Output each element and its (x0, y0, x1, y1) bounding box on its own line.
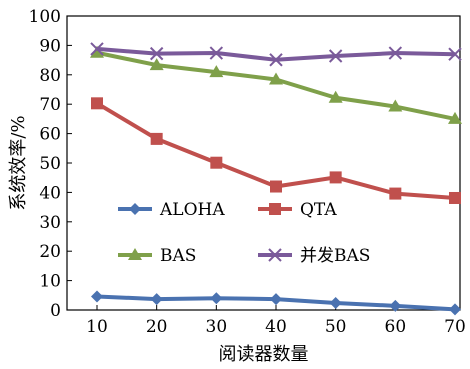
data-point (90, 45, 104, 58)
data-point (209, 65, 224, 78)
data-point (149, 46, 164, 61)
y-tick-label: 0 (50, 301, 61, 321)
legend-label: QTA (300, 200, 337, 220)
x-tick-label: 20 (146, 317, 168, 337)
data-point (210, 156, 223, 169)
y-tick-label: 40 (39, 183, 61, 203)
legend-label: 并发BAS (300, 246, 370, 266)
series-layer (90, 42, 462, 316)
legend-label: ALOHA (159, 200, 225, 220)
legend-marker (268, 248, 282, 262)
y-axis-label: 系统效率/% (8, 115, 29, 210)
y-tick-label: 60 (39, 125, 61, 145)
data-point (449, 191, 461, 204)
legend-entry: BAS (118, 246, 196, 266)
data-point (209, 46, 224, 60)
data-point (270, 180, 282, 193)
data-point (150, 293, 163, 306)
legend-marker (269, 203, 281, 215)
legend-marker (129, 203, 141, 215)
y-tick-label: 50 (39, 154, 61, 174)
data-point (328, 49, 343, 63)
data-point (91, 290, 103, 303)
data-point (448, 47, 462, 61)
data-point (210, 292, 223, 305)
series-line (96, 50, 456, 121)
x-tick-label: 60 (385, 317, 407, 337)
legend-marker (128, 248, 142, 260)
data-point (389, 299, 402, 312)
x-tick-label: 30 (206, 317, 228, 337)
data-point (91, 97, 103, 110)
data-point (328, 90, 343, 103)
y-tick-label: 10 (39, 272, 61, 292)
legend-entry: QTA (258, 200, 337, 220)
y-tick-label: 20 (39, 242, 61, 262)
data-point (329, 171, 342, 184)
series-3 (90, 42, 462, 67)
data-point (388, 99, 403, 112)
legend-entry: ALOHA (118, 200, 225, 220)
y-tick-label: 30 (39, 213, 61, 233)
data-point (388, 46, 403, 60)
y-tick-label: 90 (39, 36, 61, 56)
x-tick-label: 70 (444, 317, 466, 337)
data-point (389, 187, 402, 200)
y-axis-ticks: 0 10 20 30 40 50 60 70 80 90 100 (29, 7, 72, 321)
data-point (150, 132, 163, 145)
y-tick-label: 80 (39, 66, 61, 86)
x-tick-label: 50 (325, 317, 347, 337)
legend: ALOHA QTA BAS 并发BAS (118, 200, 370, 266)
data-point (90, 42, 104, 56)
series-1 (91, 97, 461, 204)
x-axis-label: 阅读器数量 (219, 344, 309, 365)
legend-label: BAS (160, 246, 196, 266)
legend-entry: 并发BAS (258, 246, 370, 266)
series-2 (90, 45, 462, 124)
x-tick-label: 40 (265, 317, 287, 337)
y-tick-label: 100 (29, 7, 61, 27)
x-tick-label: 10 (86, 317, 108, 337)
data-point (269, 72, 283, 85)
y-tick-label: 70 (39, 95, 61, 115)
series-0 (91, 290, 461, 316)
data-point (449, 303, 461, 316)
data-point (269, 53, 283, 67)
data-point (329, 296, 342, 309)
data-point (270, 293, 282, 306)
data-point (149, 58, 164, 71)
data-point (448, 111, 462, 124)
